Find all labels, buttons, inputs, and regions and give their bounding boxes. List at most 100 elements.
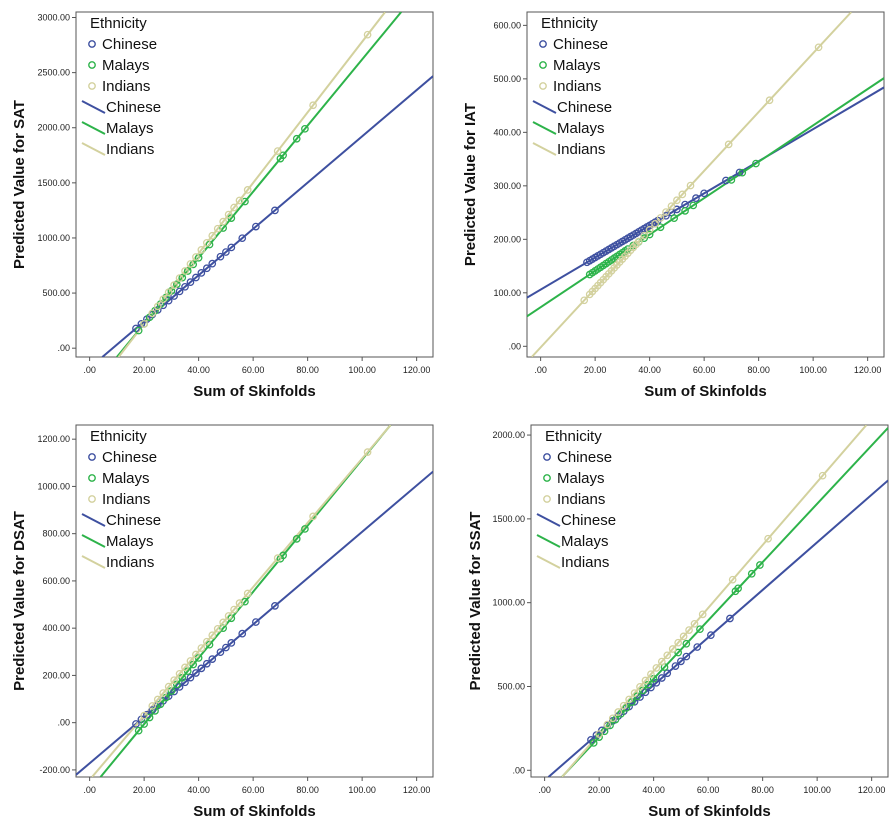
y-tick-label: 500.00 bbox=[493, 74, 521, 84]
point-indians bbox=[636, 682, 644, 691]
point-chinese bbox=[222, 248, 230, 256]
legend-title: Ethnicity bbox=[545, 428, 602, 445]
point-indians bbox=[140, 320, 148, 328]
legend: Ethnicity Chinese Malays Indians Chinese Mala… bbox=[536, 428, 616, 571]
legend-line-chinese bbox=[81, 513, 106, 527]
x-axis-title: Sum of Skinfolds bbox=[193, 803, 316, 820]
plot-frame bbox=[75, 11, 434, 358]
point-indians bbox=[159, 295, 168, 304]
point-indians bbox=[148, 702, 157, 710]
point-indians bbox=[208, 231, 217, 240]
legend-marker-chinese bbox=[543, 453, 551, 461]
point-indians bbox=[197, 644, 206, 652]
data-layer bbox=[101, 12, 433, 357]
point-malays bbox=[645, 230, 654, 239]
y-tick-label: .00 bbox=[512, 765, 525, 775]
point-indians bbox=[685, 626, 693, 634]
x-tick-label: .00 bbox=[534, 365, 547, 375]
y-tick-label: 300.00 bbox=[493, 181, 521, 191]
y-tick-label: 1500.00 bbox=[37, 178, 70, 188]
plot-frame bbox=[75, 424, 434, 778]
chart-panel-2: .00 20.00 40.00 60.00 80.00 100.00 120.00 .00 10… bbox=[462, 11, 885, 400]
point-indians bbox=[663, 651, 672, 660]
x-tick-label: 20.00 bbox=[584, 365, 607, 375]
legend-marker-chinese bbox=[88, 40, 96, 48]
point-indians bbox=[678, 190, 687, 199]
x-axis-title: Sum of Skinfolds bbox=[644, 383, 767, 400]
legend-line-label: Chinese bbox=[557, 99, 612, 116]
point-indians bbox=[647, 670, 655, 679]
point-indians bbox=[243, 589, 252, 598]
y-tick-label: 200.00 bbox=[493, 234, 521, 244]
point-indians bbox=[363, 448, 372, 456]
point-chinese bbox=[216, 648, 225, 657]
point-malays bbox=[689, 201, 698, 210]
legend-marker-label: Malays bbox=[553, 57, 601, 74]
point-indians bbox=[181, 267, 189, 275]
y-tick-label: 500.00 bbox=[42, 288, 70, 298]
point-indians bbox=[175, 669, 184, 678]
point-indians bbox=[679, 632, 688, 641]
legend: Ethnicity Chinese Malays Indians Chinese Mala… bbox=[532, 15, 612, 158]
y-axis-title: Predicted Value for DSAT bbox=[11, 511, 28, 691]
legend-line-label: Chinese bbox=[561, 512, 616, 529]
legend-line-label: Indians bbox=[106, 554, 154, 571]
legend-line-indians bbox=[81, 142, 106, 156]
legend-line-indians bbox=[532, 142, 557, 156]
fit-line-malays bbox=[99, 425, 392, 777]
point-indians bbox=[764, 534, 772, 543]
point-indians bbox=[164, 682, 173, 691]
x-tick-label: 40.00 bbox=[638, 365, 661, 375]
legend-line-chinese bbox=[81, 100, 106, 114]
point-malays bbox=[279, 151, 287, 160]
legend: Ethnicity Chinese Malays Indians Chinese Mala… bbox=[81, 428, 161, 571]
point-chinese bbox=[657, 674, 666, 682]
point-indians bbox=[814, 43, 823, 52]
point-chinese bbox=[271, 602, 279, 610]
point-chinese bbox=[186, 278, 195, 287]
point-chinese bbox=[227, 639, 236, 647]
data-layer bbox=[527, 12, 884, 357]
legend-marker-label: Chinese bbox=[553, 36, 608, 53]
point-indians bbox=[202, 637, 211, 646]
point-chinese bbox=[197, 269, 206, 277]
point-malays bbox=[241, 197, 249, 206]
point-indians bbox=[765, 96, 774, 105]
x-tick-label: .00 bbox=[83, 365, 96, 375]
chart-panel-3: .00 20.00 40.00 60.00 80.00 100.00 120.00 -200.… bbox=[11, 424, 434, 820]
point-malays bbox=[682, 639, 691, 648]
data-layer bbox=[547, 425, 888, 777]
legend-marker-label: Malays bbox=[557, 470, 605, 487]
point-chinese bbox=[175, 287, 184, 296]
legend-title: Ethnicity bbox=[90, 15, 147, 32]
point-indians bbox=[673, 196, 681, 205]
x-tick-label: 100.00 bbox=[799, 365, 827, 375]
point-malays bbox=[752, 159, 760, 168]
legend-line-chinese bbox=[536, 513, 561, 527]
point-malays bbox=[189, 260, 198, 269]
x-tick-label: 100.00 bbox=[348, 365, 376, 375]
point-indians bbox=[608, 714, 617, 723]
point-chinese bbox=[202, 659, 211, 668]
y-axis-title: Predicted Value for SAT bbox=[11, 100, 28, 269]
point-indians bbox=[634, 237, 643, 246]
legend-line-chinese bbox=[532, 100, 557, 114]
point-indians bbox=[230, 203, 238, 212]
point-indians bbox=[662, 208, 670, 216]
point-indians bbox=[159, 689, 168, 697]
point-indians bbox=[603, 720, 612, 729]
point-indians bbox=[197, 246, 206, 254]
y-tick-label: 1200.00 bbox=[37, 434, 70, 444]
point-malays bbox=[696, 625, 704, 634]
x-tick-label: 80.00 bbox=[296, 785, 319, 795]
point-chinese bbox=[202, 264, 211, 273]
point-indians bbox=[202, 238, 211, 247]
x-tick-label: 20.00 bbox=[133, 785, 156, 795]
y-tick-label: 2000.00 bbox=[37, 123, 70, 133]
point-malays bbox=[292, 535, 301, 543]
y-tick-label: 600.00 bbox=[42, 576, 70, 586]
point-indians bbox=[641, 676, 650, 685]
point-indians bbox=[235, 599, 244, 607]
point-indians bbox=[224, 210, 233, 219]
